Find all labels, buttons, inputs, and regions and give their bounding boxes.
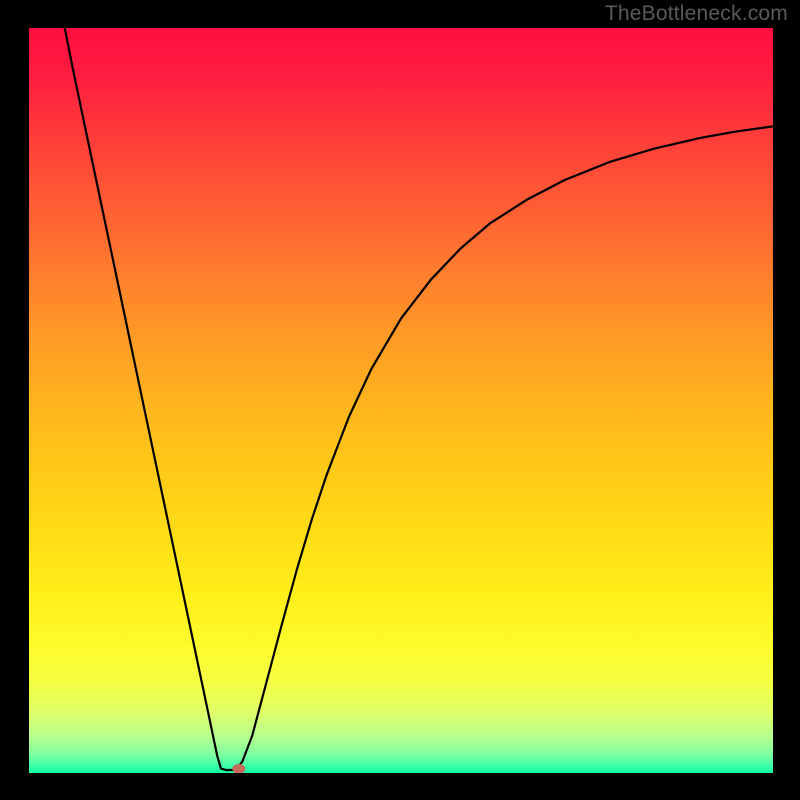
watermark-text: TheBottleneck.com — [605, 2, 788, 26]
plot-area — [29, 28, 773, 773]
marker-svg — [29, 28, 773, 773]
minimum-marker — [232, 764, 245, 773]
